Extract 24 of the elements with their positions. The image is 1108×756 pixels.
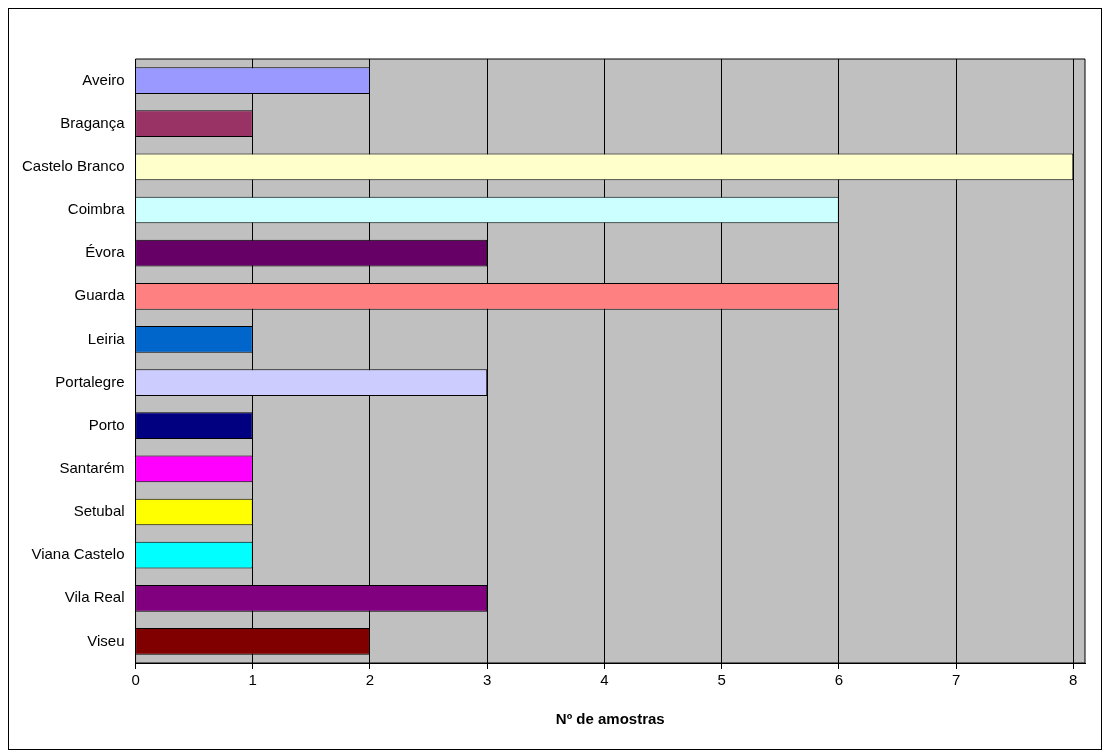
y-tick-label: Viseu (87, 631, 125, 649)
y-tick-label: Vila Real (64, 588, 125, 606)
x-tick-label: 6 (834, 671, 844, 689)
x-tick-label: 0 (131, 671, 140, 689)
y-tick-label: Castelo Branco (21, 157, 125, 174)
y-tick-label: Bragança (60, 113, 126, 131)
y-tick-label: Porto (88, 415, 125, 433)
y-tick-label: Viana Castelo (31, 545, 125, 563)
y-tick-label: Aveiro (82, 70, 125, 88)
y-tick-label: Leiria (87, 329, 126, 347)
x-tick-label: 5 (717, 671, 726, 689)
x-tick-label: 8 (1069, 671, 1078, 689)
y-tick-label: Évora (85, 243, 126, 261)
y-tick-label: Coimbra (67, 200, 126, 218)
y-tick-label: Guarda (74, 286, 126, 304)
x-tick-label: 4 (600, 671, 609, 689)
x-tick-label: 3 (483, 671, 492, 689)
x-tick-label: 1 (248, 671, 257, 689)
x-axis-title: Nº de amostras (555, 710, 665, 728)
y-tick-label: Setubal (73, 502, 125, 520)
y-tick-label: Santarém (59, 459, 125, 476)
x-tick-label: 2 (365, 671, 375, 689)
y-tick-label: Portalegre (55, 372, 125, 390)
x-tick-label: 7 (951, 671, 961, 689)
